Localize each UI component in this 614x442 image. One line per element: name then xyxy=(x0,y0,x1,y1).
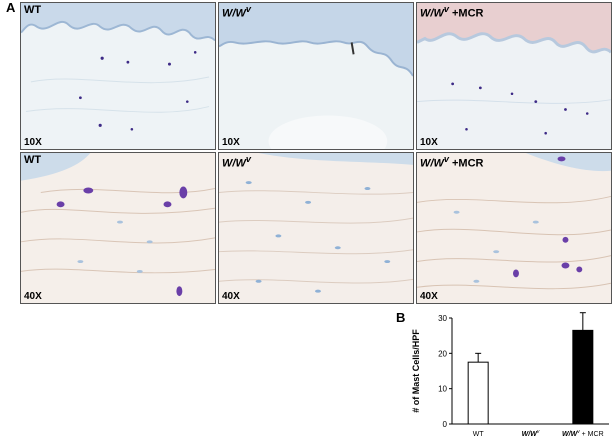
x-tick-label: WT xyxy=(473,431,485,438)
panel-a-label: A xyxy=(6,0,16,15)
tissue-image xyxy=(21,153,215,303)
micrograph-wwv-mcr-40x: W/Wv +MCR 40X xyxy=(416,152,612,304)
y-axis-label: # of Mast Cells/HPF xyxy=(411,329,421,413)
tissue-image xyxy=(219,3,413,149)
y-tick-label: 10 xyxy=(438,385,447,394)
y-tick-label: 20 xyxy=(438,349,447,358)
micrograph-label: WT xyxy=(24,154,42,166)
x-tick-label: W/Wv + MCR xyxy=(562,429,604,438)
y-tick-label: 30 xyxy=(438,314,447,323)
y-tick-label: 0 xyxy=(443,420,448,429)
magnification-label: 10X xyxy=(222,137,240,148)
micrograph-wwv-40x: W/Wv 40X xyxy=(218,152,414,304)
magnification-label: 40X xyxy=(24,291,42,302)
micrograph-wt-10x: WT 10X xyxy=(20,2,216,150)
magnification-label: 40X xyxy=(222,291,240,302)
magnification-label: 10X xyxy=(420,137,438,148)
magnification-label: 10X xyxy=(24,137,42,148)
micrograph-label: WT xyxy=(24,4,42,16)
micrograph-label: W/Wv +MCR xyxy=(420,154,484,170)
tissue-image xyxy=(21,3,215,149)
bar xyxy=(572,329,594,425)
bar xyxy=(467,361,489,425)
mast-cell-bar-chart: 0 10 20 30 # of Mast Cells/HPF WT W/Wv W/Wv + M… xyxy=(411,312,609,438)
micrograph-wt-40x: WT 40X xyxy=(20,152,216,304)
tissue-image xyxy=(417,3,611,149)
micrograph-label: W/Wv xyxy=(222,154,251,170)
micrograph-label: W/Wv +MCR xyxy=(420,4,484,20)
x-tick-label: W/Wv xyxy=(522,429,540,438)
micrograph-label: W/Wv xyxy=(222,4,251,20)
tissue-image xyxy=(219,153,413,303)
tissue-image xyxy=(417,153,611,303)
micrograph-wwv-mcr-10x: W/Wv +MCR 10X xyxy=(416,2,612,150)
micrograph-wwv-10x: W/Wv 10X xyxy=(218,2,414,150)
magnification-label: 40X xyxy=(420,291,438,302)
panel-b-label: B xyxy=(396,310,406,325)
